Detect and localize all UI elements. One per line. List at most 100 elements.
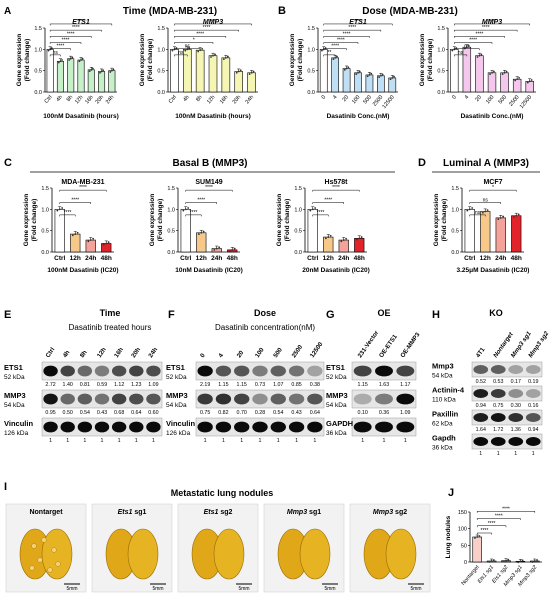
bar <box>208 55 218 93</box>
lung-frame <box>5 503 87 593</box>
lung-right-lobe <box>127 528 159 580</box>
y-tick-label: 1.5 <box>167 186 175 192</box>
data-point <box>486 209 489 212</box>
lung-label: Nontarget <box>29 509 63 516</box>
y-axis-label: (Fold change) <box>427 39 434 82</box>
band <box>60 393 75 405</box>
data-point <box>171 49 174 52</box>
data-point <box>466 209 469 212</box>
data-point <box>61 207 64 209</box>
lane-label: 4 <box>217 352 225 359</box>
band-quant: 1 <box>514 451 517 457</box>
band <box>215 393 232 405</box>
data-point <box>78 60 81 63</box>
chart-c3: 0.0 0.5 1.0 1.5 Gene expression (Fold change)… <box>276 179 370 274</box>
protein-size: 52 kDa <box>166 374 187 381</box>
band <box>111 393 127 405</box>
data-point <box>389 78 392 81</box>
data-point <box>252 70 255 73</box>
bar <box>354 72 362 93</box>
x-tick-label: 4 <box>332 94 339 100</box>
bar <box>331 57 339 93</box>
data-point <box>343 68 346 71</box>
y-tick-label: 1.0 <box>157 47 165 53</box>
data-point <box>368 74 371 76</box>
band <box>307 365 323 377</box>
panel-title-i: Metastatic lung nodules <box>171 488 274 498</box>
x-tick-label: 12h <box>206 94 217 105</box>
significance-label: **** <box>495 514 503 520</box>
data-point <box>88 70 91 72</box>
data-point <box>366 75 369 78</box>
significance-label: **** <box>77 19 85 25</box>
y-tick-label: 0.0 <box>41 250 49 256</box>
lung-right-lobe <box>41 528 73 580</box>
significance-bracket <box>454 36 505 38</box>
significance-bracket <box>454 48 480 51</box>
western-blots: Ctrl 4h 8h 12h 16h 20h 24h 2.72 1.40 0.81 0.59 1.12… <box>4 329 550 457</box>
panel-title-f: Dose <box>254 308 276 318</box>
y-axis-label: (Fold change) <box>147 39 154 82</box>
band <box>129 365 144 377</box>
band-quant: 0.64 <box>131 410 141 416</box>
y-axis-label: (Fold change) <box>31 199 38 242</box>
y-tick-label: 1.0 <box>167 207 175 213</box>
panel-title-b: Dose (MDA-MB-231) <box>362 6 458 17</box>
bar <box>511 215 522 253</box>
data-point <box>56 209 59 212</box>
data-point <box>187 207 190 209</box>
data-point <box>517 561 520 564</box>
scale-label: 5mm <box>152 586 163 592</box>
blot-panel-f: 0 4 20 100 500 2500 12500 2.19 1.15 1.15 0.73 1.07 0… <box>166 341 325 444</box>
significance-label: ** <box>327 50 331 56</box>
band <box>473 389 489 398</box>
scale-label: 5mm <box>324 586 335 592</box>
band <box>197 393 213 405</box>
significance-label: **** <box>79 185 87 191</box>
data-point <box>222 58 225 61</box>
chart-c2: 0.0 0.5 1.0 1.5 Gene expression (Fold change)… <box>149 179 243 274</box>
band <box>60 365 75 377</box>
protein-size: 54 kDa <box>432 373 453 380</box>
data-point <box>526 81 529 84</box>
scale-label: 5mm <box>66 586 77 592</box>
significance-bracket <box>454 29 518 32</box>
y-axis-label: (Fold change) <box>157 199 164 242</box>
protein-name: ETS1 <box>4 363 23 372</box>
band-quant: 1.36 <box>511 427 521 433</box>
significance-label: **** <box>62 38 70 44</box>
data-point <box>102 243 105 246</box>
band-quant: 0.52 <box>476 379 486 385</box>
x-tick-label: 500 <box>362 94 373 105</box>
band <box>396 421 415 433</box>
significance-bracket <box>312 214 329 217</box>
panel-letter-f: F <box>168 309 175 321</box>
data-point <box>497 218 500 221</box>
nodule <box>47 567 53 573</box>
y-axis-label: Gene expression <box>16 34 23 86</box>
significance-bracket <box>59 202 91 205</box>
significance-label: **** <box>67 31 75 37</box>
data-point <box>81 57 84 60</box>
x-tick-label: 48h <box>227 255 238 262</box>
band-quant: 0.16 <box>528 403 538 409</box>
band-quant: 0.10 <box>358 410 368 416</box>
band <box>396 365 415 377</box>
y-tick-label: 1.0 <box>307 47 315 53</box>
band-quant: 1 <box>49 438 52 444</box>
data-point <box>237 70 240 73</box>
y-tick-label: 0.5 <box>157 69 165 75</box>
y-tick-label: 0.5 <box>451 229 459 235</box>
lane-label: 8h <box>79 349 89 359</box>
data-point <box>355 238 358 241</box>
band <box>197 365 213 377</box>
bar <box>196 232 207 253</box>
lane-label: 231-Vector <box>357 329 381 359</box>
y-tick-label: 1.5 <box>294 186 302 192</box>
data-point <box>493 70 495 73</box>
data-point <box>210 56 212 58</box>
protein-name: Vinculin <box>166 419 195 428</box>
chart-b1: 0.0 0.5 1.0 1.5 Gene expression (Fold change)… <box>289 19 398 120</box>
data-point <box>74 233 77 235</box>
band <box>473 365 489 374</box>
